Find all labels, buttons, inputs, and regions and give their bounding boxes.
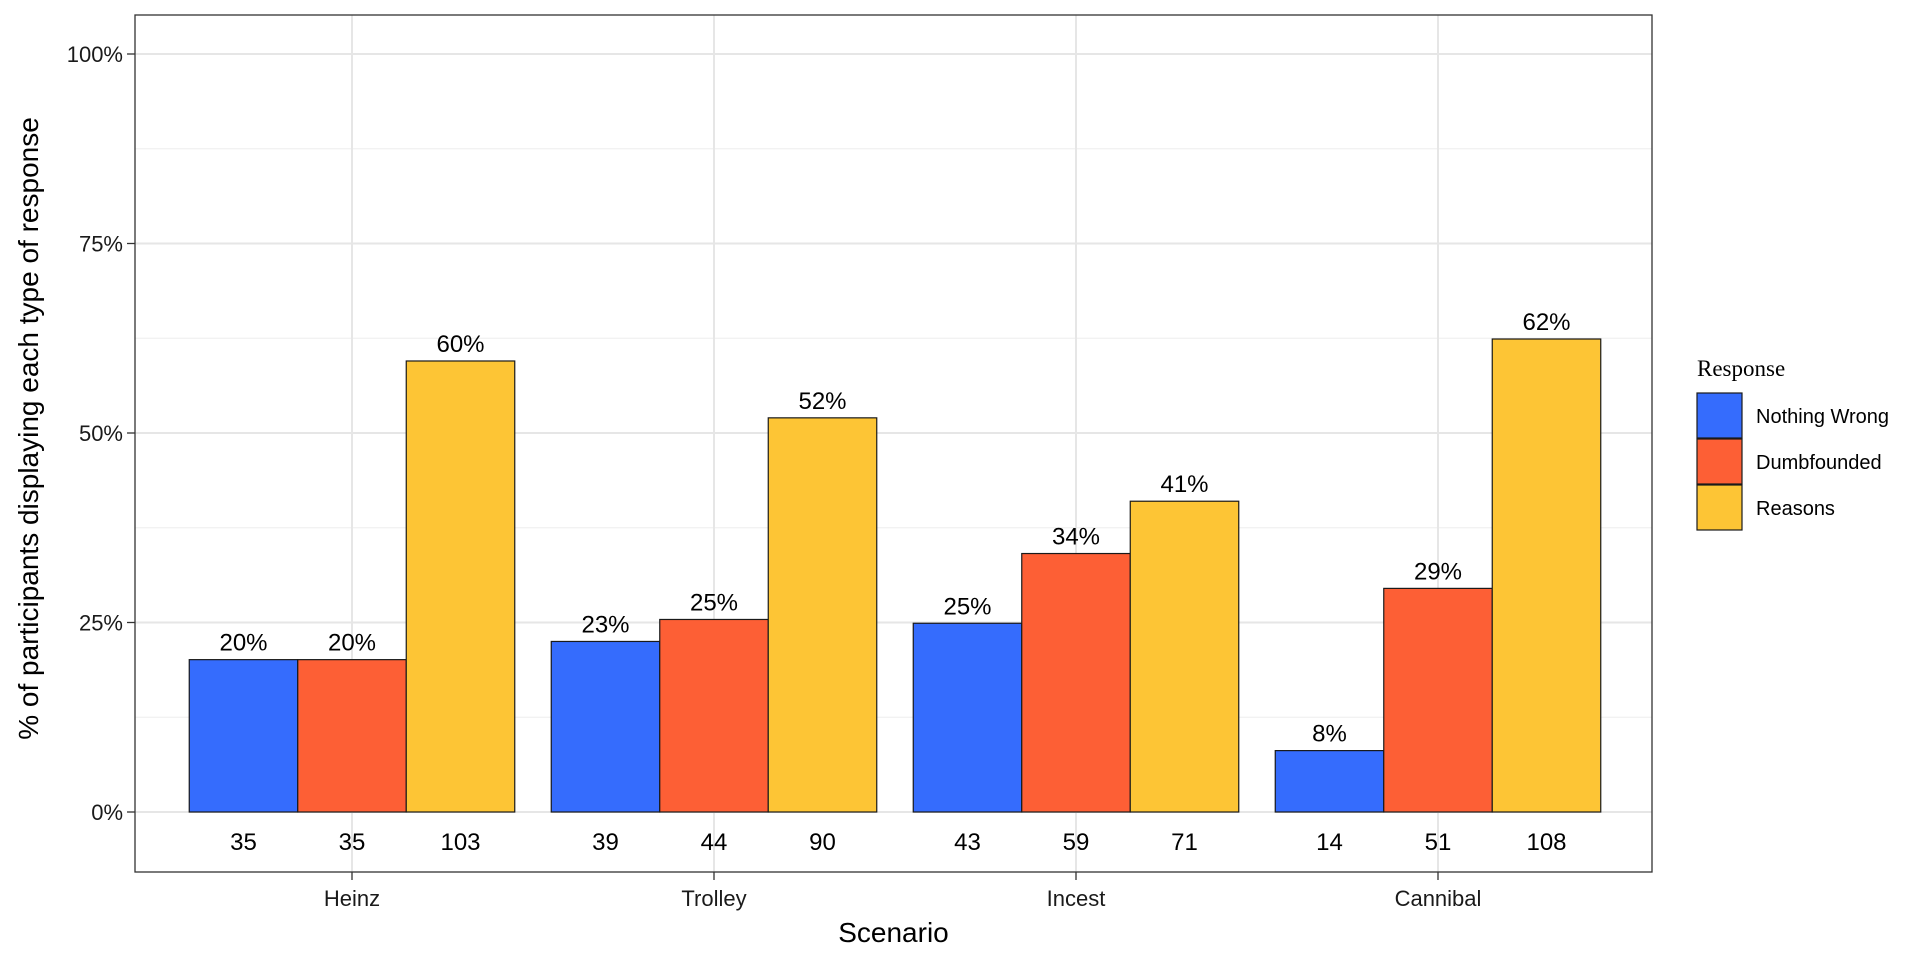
y-tick-label: 100% [67, 42, 123, 67]
bar [1491, 338, 1602, 813]
x-tick-label: Cannibal [1395, 886, 1482, 911]
bar [1021, 552, 1131, 813]
bar [297, 659, 407, 813]
bar-count-label: 59 [1063, 829, 1090, 856]
legend-title: Response [1697, 356, 1785, 381]
bar-value-label: 25% [943, 593, 991, 620]
legend: Response Nothing Wrong Dumbfounded Reasons [1696, 356, 1889, 531]
y-tick-label: 0% [91, 800, 123, 825]
legend-swatch [1696, 438, 1743, 485]
bar-value-label: 41% [1160, 471, 1208, 498]
bar-count-label: 35 [339, 829, 366, 856]
y-axis: 0% 25% 50% 75% 100% [67, 42, 135, 825]
bar-count-label: 51 [1425, 829, 1452, 856]
bar [405, 360, 516, 813]
bar-value-label: 23% [581, 611, 629, 638]
bar-value-label: 20% [219, 630, 267, 657]
x-axis-title: Scenario [838, 917, 949, 948]
bars: 20% 35 23% 39 25% 43 8% 14 20% 35 25% 44 34% 59 29% 51 6… [188, 309, 1602, 856]
legend-label: Reasons [1756, 498, 1835, 520]
bar [767, 417, 878, 813]
y-tick-label: 50% [79, 421, 123, 446]
bar [1129, 500, 1240, 813]
bar [1383, 587, 1493, 813]
bar-value-label: 25% [690, 589, 738, 616]
bar-value-label: 34% [1052, 524, 1100, 551]
x-tick-label: Heinz [324, 886, 380, 911]
legend-label: Dumbfounded [1756, 452, 1882, 474]
legend-label: Nothing Wrong [1756, 406, 1889, 428]
bar-count-label: 14 [1316, 829, 1343, 856]
bar-value-label: 8% [1312, 721, 1347, 748]
bar-count-label: 71 [1171, 829, 1198, 856]
bar-value-label: 60% [436, 331, 484, 358]
bar-count-label: 108 [1526, 829, 1566, 856]
legend-swatch [1696, 484, 1743, 531]
bar [912, 622, 1023, 813]
bar-value-label: 20% [328, 630, 376, 657]
bar-count-label: 39 [592, 829, 619, 856]
y-tick-label: 75% [79, 232, 123, 257]
bar-count-label: 44 [701, 829, 728, 856]
bar-value-label: 62% [1522, 309, 1570, 336]
bar [1274, 750, 1385, 813]
y-axis-title: % of participants displaying each type o… [13, 117, 44, 740]
bar-count-label: 90 [809, 829, 836, 856]
x-tick-label: Trolley [681, 886, 746, 911]
y-tick-label: 25% [79, 611, 123, 636]
bar-count-label: 35 [230, 829, 257, 856]
bar-value-label: 29% [1414, 558, 1462, 585]
x-axis: Heinz Trolley Incest Cannibal [324, 872, 1482, 911]
bar-count-label: 103 [440, 829, 480, 856]
plot-panel-border [134, 14, 1653, 873]
bar-count-label: 43 [954, 829, 981, 856]
x-tick-label: Incest [1047, 886, 1106, 911]
bar [188, 659, 299, 813]
legend-swatch [1696, 392, 1743, 439]
bar [550, 640, 661, 813]
bar-value-label: 52% [798, 388, 846, 415]
bar [659, 618, 769, 813]
